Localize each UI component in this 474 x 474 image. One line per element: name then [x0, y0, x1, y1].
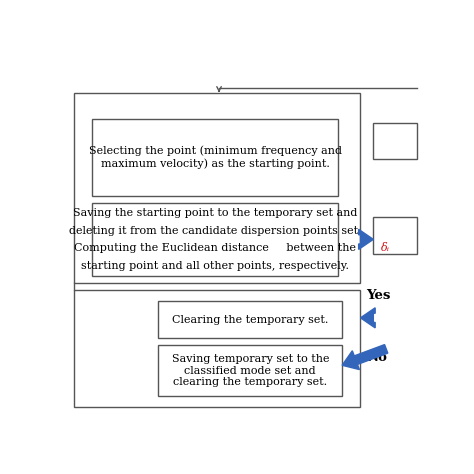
Text: Yes: Yes	[366, 290, 391, 302]
Bar	[374, 218, 418, 254]
Text: No: No	[366, 352, 387, 365]
Text: Saving the starting point to the temporary set and: Saving the starting point to the tempora…	[73, 208, 357, 218]
Bar	[374, 123, 418, 159]
Text: Computing the Euclidean distance     between the: Computing the Euclidean distance between…	[74, 243, 356, 253]
Bar	[74, 291, 360, 407]
FancyArrow shape	[360, 308, 375, 328]
Bar	[74, 93, 360, 283]
Bar	[92, 203, 338, 276]
Text: deleting it from the candidate dispersion points set.: deleting it from the candidate dispersio…	[69, 226, 362, 236]
FancyArrow shape	[342, 345, 388, 370]
Text: δᵢ: δᵢ	[381, 243, 390, 253]
Bar	[92, 119, 338, 196]
Text: starting point and all other points, respectively.: starting point and all other points, res…	[82, 261, 349, 271]
Bar	[158, 345, 342, 396]
Text: Clearing the temporary set.: Clearing the temporary set.	[172, 315, 328, 325]
Text: Selecting the point (minimum frequency and
maximum velocity) as the starting poi: Selecting the point (minimum frequency a…	[89, 146, 342, 169]
Bar	[158, 301, 342, 338]
FancyArrow shape	[359, 229, 374, 249]
Text: Saving temporary set to the
classified mode set and
clearing the temporary set.: Saving temporary set to the classified m…	[172, 354, 329, 387]
